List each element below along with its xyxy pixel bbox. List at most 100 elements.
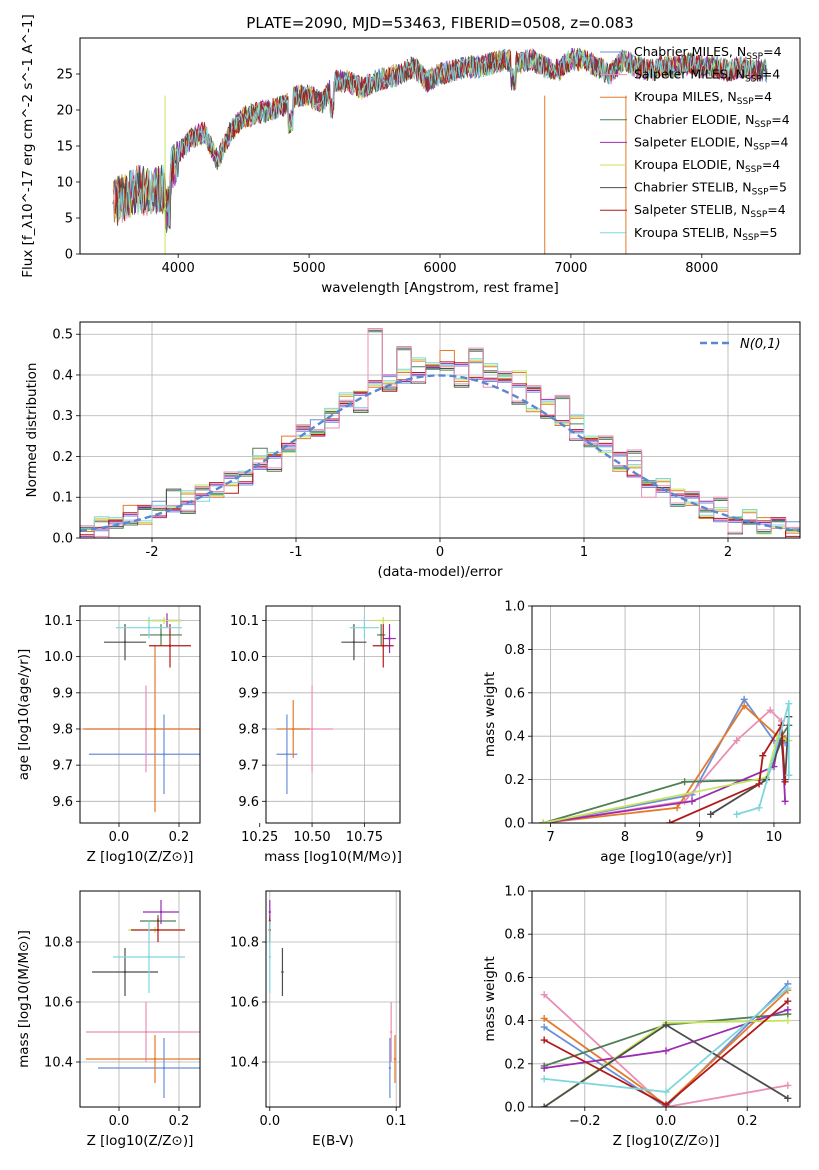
- legend: Chabrier MILES, NSSP=4 Salpeter MILES, NS…: [600, 44, 790, 243]
- y-tick-label: 1.0: [504, 600, 525, 615]
- y-tick-label: 0.6: [504, 971, 525, 986]
- y-tick-label: 10.4: [230, 1056, 259, 1071]
- x-tick-label: 0.0: [109, 1114, 130, 1129]
- legend-label: Salpeter STELIB, NSSP=4: [634, 202, 786, 220]
- legend-nssp: =5: [769, 180, 787, 195]
- y-tick-label: 9.6: [52, 795, 73, 810]
- data-point: [310, 727, 314, 731]
- weight-marker: [540, 1036, 548, 1044]
- legend-label: N(0,1): [740, 337, 781, 352]
- data-point: [153, 727, 157, 731]
- y-tick-label: 0: [65, 248, 73, 263]
- legend-subscript: SSP: [745, 75, 762, 85]
- y-tick-label: 9.9: [238, 686, 259, 701]
- weight-marker: [540, 1014, 548, 1022]
- panel-mass-vs-ebv: 0.0 0.1 10.4 10.6 10.8 E(B-V): [230, 890, 407, 1149]
- x-tick-label: −0.2: [569, 1114, 601, 1129]
- legend-nssp: =4: [762, 157, 780, 172]
- y-tick-label: 9.8: [238, 722, 259, 737]
- weight-marker: [673, 804, 681, 812]
- data-point: [162, 619, 166, 622]
- weight-marker: [784, 1081, 792, 1089]
- plot-area: [276, 616, 396, 795]
- x-tick-label: 1: [580, 545, 588, 560]
- y-tick-label: 10.1: [44, 614, 73, 629]
- data-point: [147, 955, 151, 959]
- data-point: [268, 910, 271, 914]
- data-point: [144, 1030, 148, 1034]
- weight-marker: [539, 819, 547, 823]
- plot-area: [539, 695, 793, 823]
- weight-marker: [662, 1047, 670, 1055]
- data-point: [388, 637, 391, 640]
- legend-subscript: SSP: [746, 52, 763, 62]
- x-tick-label: 4000: [162, 261, 195, 276]
- data-point: [389, 1030, 393, 1034]
- y-tick-label: 0.8: [504, 928, 525, 943]
- legend-label: Salpeter MILES, NSSP=4: [634, 67, 780, 85]
- x-tick-label: 10: [766, 830, 783, 845]
- weight-marker: [666, 819, 674, 823]
- panels: 4000 5000 6000 7000 80000510152025wavelength…: [16, 14, 801, 1149]
- weight-marker: [540, 1103, 548, 1107]
- data-point: [382, 644, 385, 647]
- weight-marker: [766, 706, 774, 714]
- data-point: [159, 633, 163, 637]
- histogram-step-6: [80, 329, 800, 538]
- data-point: [285, 753, 289, 756]
- weight-marker: [662, 1021, 670, 1029]
- legend-label: Chabrier MILES, NSSP=4: [634, 44, 782, 62]
- axes-frame: [265, 605, 401, 824]
- data-point: [123, 970, 127, 974]
- weight-marker: [688, 797, 696, 805]
- x-tick-label: 7: [546, 830, 554, 845]
- legend-subscript: SSP: [750, 210, 767, 220]
- data-point: [159, 910, 163, 914]
- legend-name: Salpeter ELODIE, N: [634, 134, 753, 149]
- data-point: [268, 955, 271, 959]
- weight-marker: [785, 771, 793, 779]
- weight-marker: [740, 695, 748, 703]
- figure-title: PLATE=2090, MJD=53463, FIBERID=0508, z=0…: [246, 14, 633, 32]
- x-axis-label: age [log10(age/yr)]: [600, 849, 732, 865]
- y-tick-label: 10.1: [230, 614, 259, 629]
- weight-line-5: [543, 725, 786, 823]
- y-tick-label: 0.3: [52, 409, 73, 424]
- data-point: [388, 1066, 392, 1070]
- weight-marker: [733, 810, 741, 818]
- y-tick-label: 0.2: [504, 773, 525, 788]
- y-tick-label: 5: [65, 212, 73, 227]
- data-point: [382, 619, 385, 622]
- x-tick-label: 5000: [293, 261, 326, 276]
- y-tick-label: 10.6: [230, 996, 259, 1011]
- y-tick-label: 9.7: [238, 759, 259, 774]
- legend-label: Chabrier ELODIE, NSSP=4: [634, 112, 790, 130]
- weight-marker: [540, 991, 548, 999]
- y-tick-label: 0.5: [52, 328, 73, 343]
- panel-mass-weight-vs-Z: −0.2 0.0 0.2 0.0 0.2 0.4 0.6 0.8 1.0 Z [log10(Z/Z…: [482, 885, 801, 1149]
- legend-subscript: SSP: [745, 165, 762, 175]
- x-tick-label: 0: [436, 545, 444, 560]
- legend-subscript: SSP: [754, 120, 771, 130]
- plot-area: [83, 613, 200, 813]
- panel-mass-vs-Z: 0.0 0.2 10.4 10.6 10.8 Z [log10(Z/Z⊙)] mass [l…: [16, 890, 201, 1149]
- x-axis-label: Z [log10(Z/Z⊙)]: [613, 1133, 720, 1149]
- panel-mass-weight-vs-age: 7 8 9 10 0.0 0.2 0.4 0.6 0.8 1.0 age [log10(age/yr…: [482, 600, 801, 865]
- weight-marker: [784, 997, 792, 1005]
- y-tick-label: 10.0: [44, 650, 73, 665]
- data-point: [281, 970, 284, 974]
- axes-frame: [79, 321, 801, 539]
- x-axis-label: Z [log10(Z/Z⊙)]: [87, 849, 194, 865]
- x-tick-label: -2: [146, 545, 159, 560]
- y-tick-label: 0.0: [504, 1101, 525, 1116]
- weight-marker: [781, 797, 789, 805]
- axes-frame: [79, 890, 201, 1108]
- data-point: [156, 928, 160, 932]
- axes-frame: [79, 605, 201, 824]
- legend-name: Salpeter STELIB, N: [634, 202, 750, 217]
- legend-name: Chabrier STELIB, N: [634, 180, 752, 195]
- weight-marker: [540, 1075, 548, 1083]
- axes-frame: [531, 605, 801, 824]
- spectrum-line-9: [115, 49, 758, 226]
- weight-marker: [540, 1023, 548, 1031]
